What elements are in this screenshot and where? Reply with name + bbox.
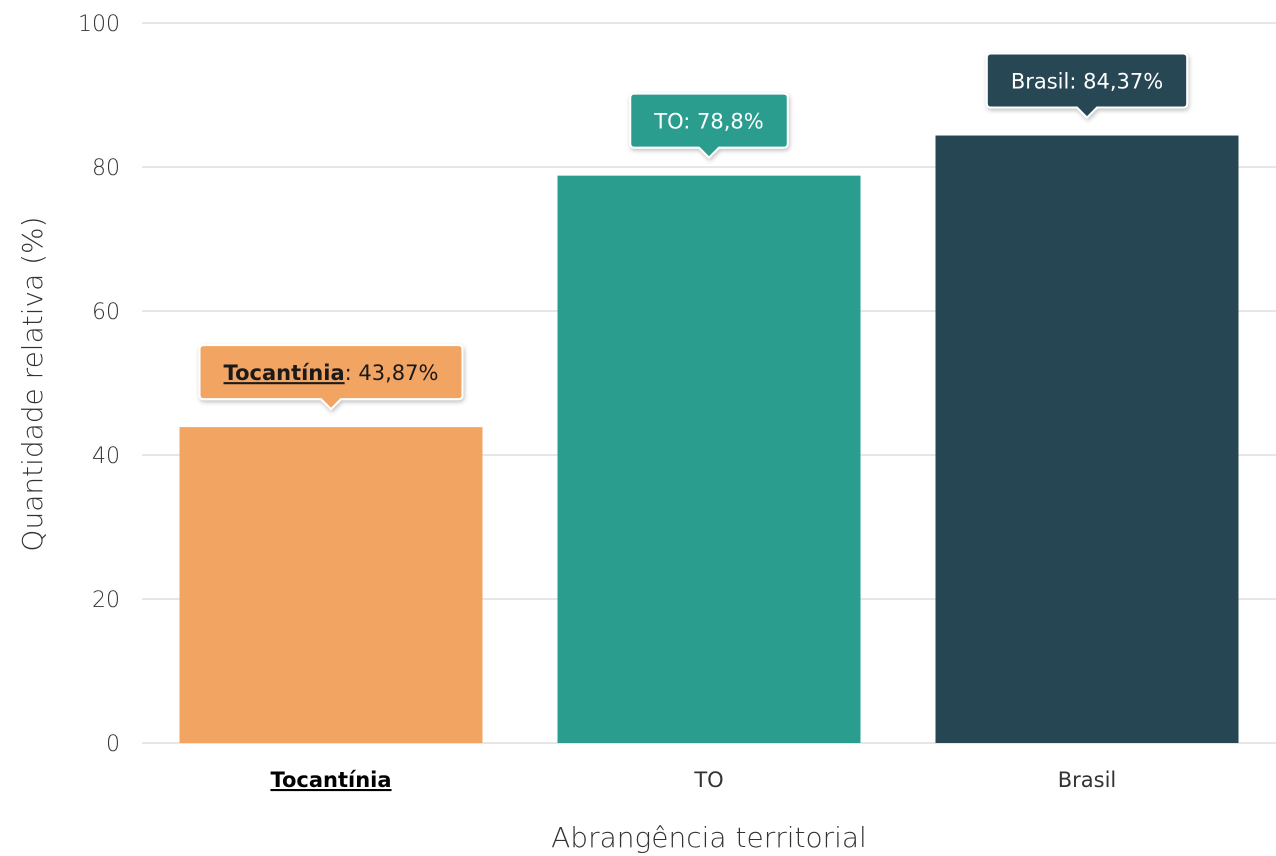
- y-tick-label: 100: [78, 12, 120, 37]
- x-tick-label: TO: [693, 768, 723, 792]
- tooltip-box: [198, 344, 464, 411]
- tooltip-text: Tocantínia: 43,87%: [224, 361, 439, 385]
- bars: [179, 135, 1239, 743]
- bar[interactable]: [179, 427, 483, 743]
- y-tick-label: 80: [92, 156, 120, 181]
- y-tick-label: 40: [92, 444, 120, 469]
- value-tooltip: Brasil: 84,37%: [985, 52, 1189, 119]
- y-axis-title: Quantidade relativa (%): [16, 216, 49, 551]
- y-tick-label: 20: [92, 588, 120, 613]
- tooltip-text: TO: 78,8%: [653, 110, 763, 134]
- bar[interactable]: [557, 175, 861, 743]
- bar[interactable]: [935, 135, 1239, 743]
- tooltip-category: Tocantínia: [224, 361, 345, 385]
- tooltip-category: Brasil: [1011, 70, 1070, 94]
- tooltip-text: Brasil: 84,37%: [1011, 70, 1163, 94]
- value-tooltips: Tocantínia: 43,87% TO: 78,8% Brasil: 84,37…: [198, 52, 1189, 411]
- x-tick-label: Tocantínia: [270, 768, 391, 792]
- y-axis-ticks: 0 20 40 60 80 100: [78, 12, 120, 757]
- value-tooltip: TO: 78,8%: [629, 92, 789, 160]
- y-tick-label: 60: [92, 300, 120, 325]
- value-tooltip: Tocantínia: 43,87%: [198, 344, 464, 411]
- x-axis-title: Abrangência territorial: [551, 821, 867, 854]
- tooltip-box: [985, 52, 1189, 119]
- tooltip-separator: :: [683, 110, 697, 134]
- x-tick-label: Brasil: [1058, 768, 1117, 792]
- tooltip-value: 43,87%: [358, 361, 438, 385]
- tooltip-separator: :: [1069, 70, 1083, 94]
- tooltip-box: [629, 92, 789, 160]
- tooltip-separator: :: [345, 361, 359, 385]
- x-axis-categories: Tocantínia TO Brasil: [270, 768, 1116, 792]
- y-tick-label: 0: [106, 732, 120, 757]
- tooltip-value: 78,8%: [697, 110, 764, 134]
- tooltip-value: 84,37%: [1083, 70, 1163, 94]
- tooltip-category: TO: [653, 110, 683, 134]
